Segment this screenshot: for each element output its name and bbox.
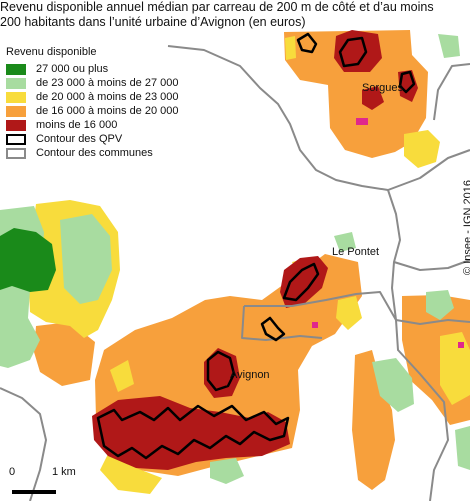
map-title-line-2: 200 habitants dans l’unité urbaine d’Avi…: [0, 15, 306, 29]
legend-swatch-qpv-outline: [6, 133, 26, 145]
highlight-markers: [312, 118, 464, 348]
legend-item-20000-23000: de 20 000 à moins de 23 000: [6, 90, 179, 104]
legend-item-communes: Contour des communes: [6, 146, 179, 160]
map-title: Revenu disponible annuel médian par carr…: [0, 0, 470, 30]
map-title-line-1: Revenu disponible annuel médian par carr…: [0, 0, 434, 14]
legend-item-27000-plus: 27 000 ou plus: [6, 62, 179, 76]
qpv-outlines: [96, 32, 416, 460]
legend-label: 27 000 ou plus: [36, 63, 109, 75]
legend-swatch-dark-red: [6, 119, 26, 131]
legend-label: Contour des communes: [36, 147, 153, 159]
legend-swatch-yellow: [6, 91, 26, 103]
legend-label: de 23 000 à moins de 27 000: [36, 77, 179, 89]
commune-boundaries: [0, 45, 470, 501]
legend-swatch-light-green: [6, 77, 26, 89]
legend-label: Contour des QPV: [36, 133, 123, 145]
legend-item-16000-20000: de 16 000 à moins de 20 000: [6, 104, 179, 118]
place-label-avignon: Avignon: [230, 369, 270, 381]
legend-label: de 16 000 à moins de 20 000: [36, 105, 179, 117]
scale-label-zero: 0: [9, 466, 16, 478]
legend-swatch-dark-green: [6, 63, 26, 75]
income-zone-dark-green: [0, 228, 56, 292]
legend-label: de 20 000 à moins de 23 000: [36, 91, 179, 103]
legend-swatch-commune-outline: [6, 147, 26, 159]
scale-label-one-km: 1 km: [52, 466, 76, 478]
scale-bar: [12, 490, 56, 494]
legend-swatch-orange: [6, 105, 26, 117]
copyright-notice: © Insee - IGN 2016: [462, 180, 470, 275]
legend-title: Revenu disponible: [6, 46, 97, 58]
place-label-le-pontet: Le Pontet: [332, 246, 380, 258]
map-legend: Revenu disponible 27 000 ou plus de 23 0…: [6, 46, 179, 160]
place-label-sorgues: Sorgues: [362, 82, 403, 94]
legend-label: moins de 16 000: [36, 119, 118, 131]
legend-item-qpv: Contour des QPV: [6, 132, 179, 146]
legend-item-under-16000: moins de 16 000: [6, 118, 179, 132]
legend-item-23000-27000: de 23 000 à moins de 27 000: [6, 76, 179, 90]
